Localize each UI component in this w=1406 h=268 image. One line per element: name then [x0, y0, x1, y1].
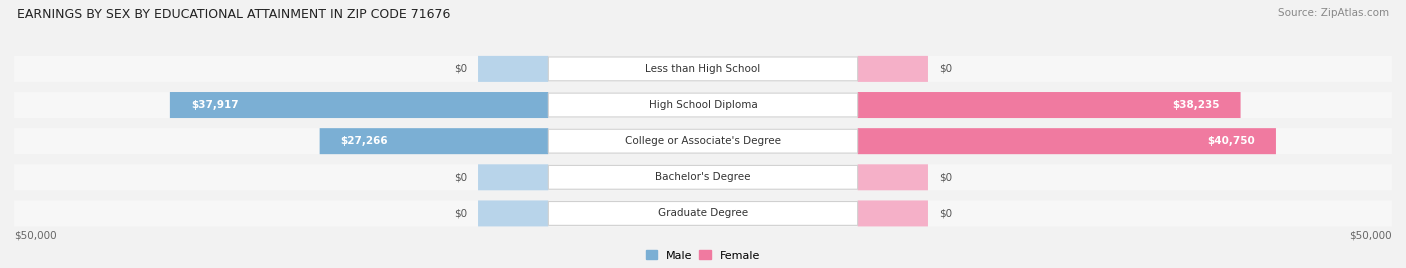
Text: Bachelor's Degree: Bachelor's Degree	[655, 172, 751, 182]
FancyBboxPatch shape	[858, 200, 928, 226]
FancyBboxPatch shape	[858, 92, 1240, 118]
FancyBboxPatch shape	[14, 92, 1392, 118]
FancyBboxPatch shape	[858, 164, 928, 190]
FancyBboxPatch shape	[548, 129, 858, 153]
FancyBboxPatch shape	[319, 128, 548, 154]
Text: $0: $0	[454, 209, 467, 218]
FancyBboxPatch shape	[548, 165, 858, 189]
Text: $37,917: $37,917	[191, 100, 239, 110]
Text: $0: $0	[939, 172, 952, 182]
Text: EARNINGS BY SEX BY EDUCATIONAL ATTAINMENT IN ZIP CODE 71676: EARNINGS BY SEX BY EDUCATIONAL ATTAINMEN…	[17, 8, 450, 21]
FancyBboxPatch shape	[14, 200, 1392, 226]
Text: Graduate Degree: Graduate Degree	[658, 209, 748, 218]
FancyBboxPatch shape	[548, 57, 858, 81]
FancyBboxPatch shape	[170, 92, 548, 118]
Text: $50,000: $50,000	[14, 230, 56, 240]
FancyBboxPatch shape	[858, 56, 928, 82]
Text: $0: $0	[939, 209, 952, 218]
Text: $27,266: $27,266	[340, 136, 388, 146]
Text: High School Diploma: High School Diploma	[648, 100, 758, 110]
FancyBboxPatch shape	[548, 93, 858, 117]
FancyBboxPatch shape	[14, 128, 1392, 154]
FancyBboxPatch shape	[14, 164, 1392, 190]
FancyBboxPatch shape	[478, 56, 548, 82]
Text: $38,235: $38,235	[1173, 100, 1219, 110]
Legend: Male, Female: Male, Female	[641, 246, 765, 265]
FancyBboxPatch shape	[478, 164, 548, 190]
Text: $0: $0	[454, 172, 467, 182]
Text: $0: $0	[939, 64, 952, 74]
Text: Less than High School: Less than High School	[645, 64, 761, 74]
Text: $50,000: $50,000	[1350, 230, 1392, 240]
Text: $0: $0	[454, 64, 467, 74]
FancyBboxPatch shape	[14, 56, 1392, 82]
FancyBboxPatch shape	[478, 200, 548, 226]
FancyBboxPatch shape	[858, 128, 1277, 154]
Text: Source: ZipAtlas.com: Source: ZipAtlas.com	[1278, 8, 1389, 18]
Text: College or Associate's Degree: College or Associate's Degree	[626, 136, 780, 146]
FancyBboxPatch shape	[548, 202, 858, 225]
Text: $40,750: $40,750	[1208, 136, 1256, 146]
